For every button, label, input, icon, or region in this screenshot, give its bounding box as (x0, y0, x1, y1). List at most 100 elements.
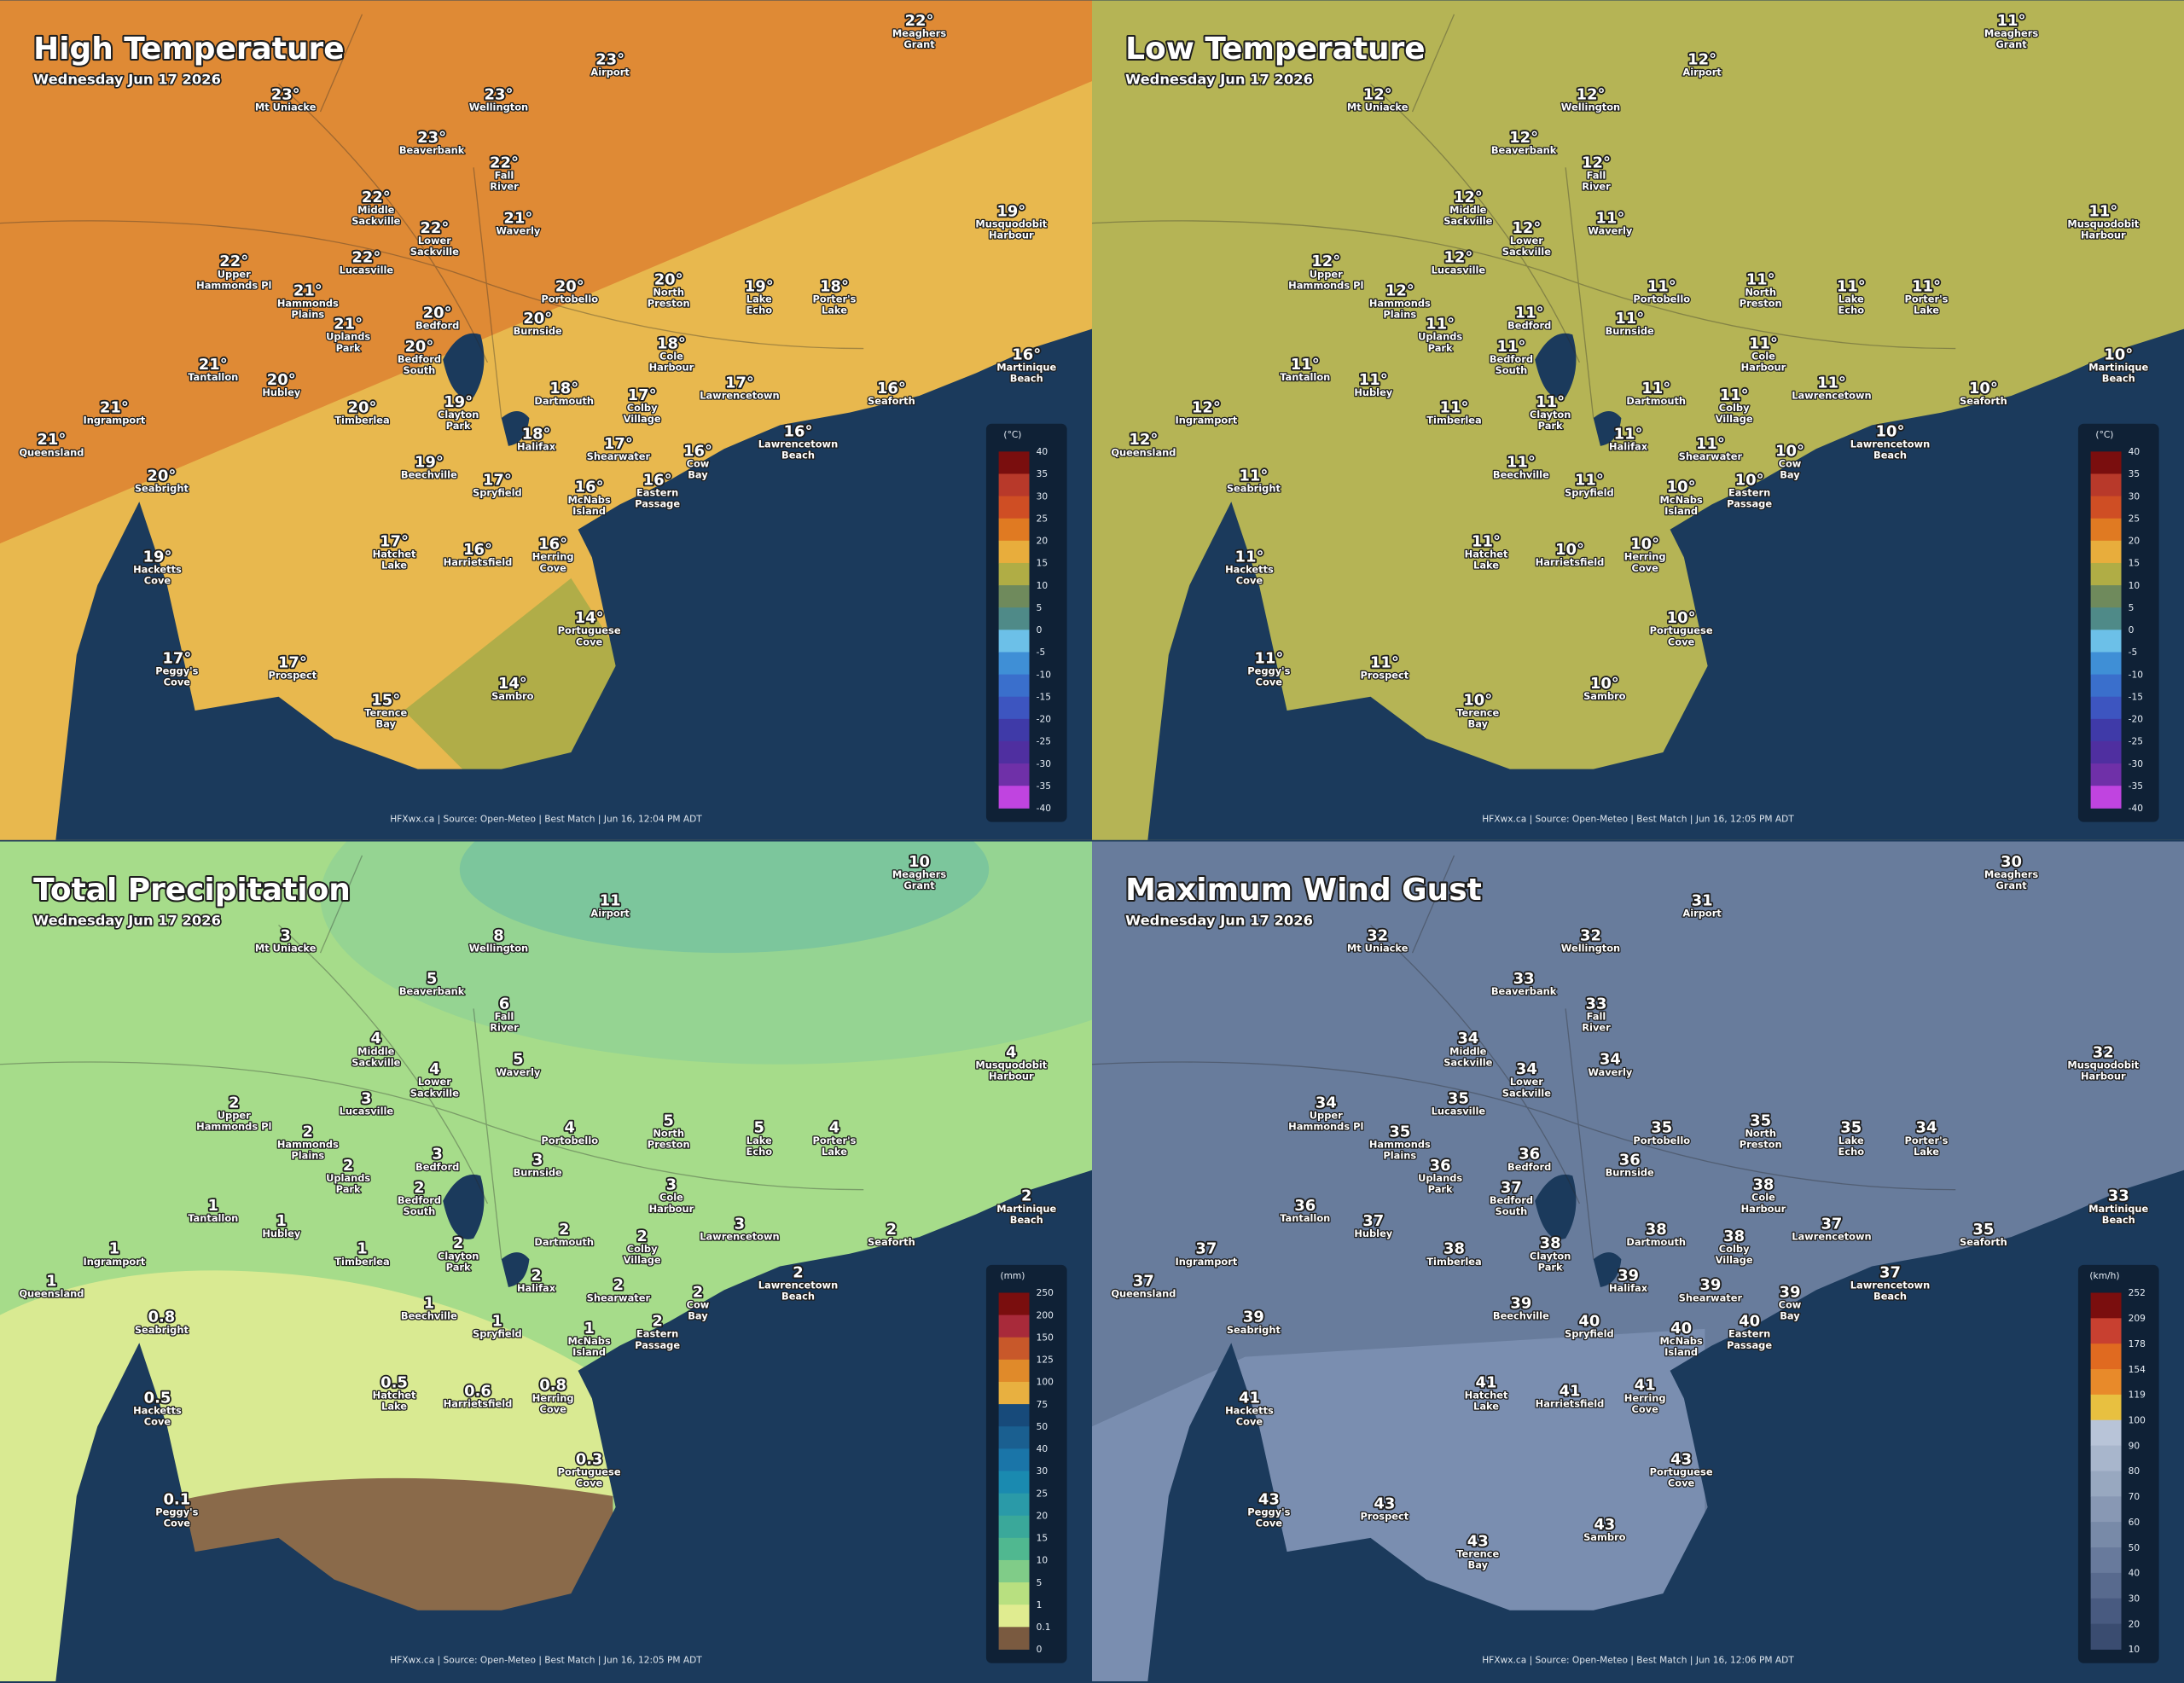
place-name: Shearwater (1679, 450, 1743, 462)
place-name: River (490, 1022, 519, 1034)
legend-swatch (998, 473, 1030, 497)
place-name: River (1582, 180, 1611, 192)
place-name: Lawrencetown (1792, 389, 1871, 401)
place-value: 2 (303, 1123, 313, 1141)
legend-swatch (998, 1605, 1030, 1628)
place-value: 19° (996, 202, 1025, 220)
place-name: Timberlea (334, 1256, 389, 1268)
place-value: 11° (1472, 532, 1501, 550)
place-name: Lucasville (1432, 1105, 1486, 1117)
place-name: Bedford (1507, 320, 1551, 332)
place-value: 12° (1509, 129, 1538, 147)
place-name: Bay (1780, 468, 1800, 480)
place-value: 2 (613, 1276, 624, 1294)
place-name: Airport (590, 67, 630, 78)
legend-label: 35 (2129, 468, 2140, 479)
place-value: 34 (1516, 1060, 1537, 1078)
place-name: Lucasville (340, 264, 394, 276)
place-name: Porter's (812, 1135, 856, 1146)
legend-swatch (2090, 1369, 2122, 1396)
place-name: Cove (164, 1518, 191, 1529)
legend-swatch (998, 630, 1030, 653)
legend-swatch (998, 674, 1030, 698)
legend-label: -5 (1037, 647, 1046, 658)
legend-swatch (2090, 1292, 2122, 1319)
place-value: 2 (531, 1267, 541, 1285)
place-name: Eastern (636, 1328, 678, 1340)
legend-label: 10 (2129, 580, 2140, 591)
place-value: 2 (229, 1094, 239, 1111)
place-value: 19° (444, 393, 473, 411)
place-name: Mt Uniacke (255, 101, 317, 113)
place-value: 43 (1670, 1450, 1692, 1468)
place-value: 10° (1590, 675, 1619, 693)
place-name: Lawrencetown (758, 1280, 838, 1291)
place-value: 41 (1560, 1382, 1581, 1400)
panel-title: Low Temperature (1125, 32, 1425, 67)
place-name: Peggy's (1247, 665, 1290, 677)
legend-label: -40 (1037, 803, 1052, 814)
place-value: 38 (1646, 1221, 1667, 1239)
place-name: Cow (1779, 457, 1802, 469)
place-name: Herring (532, 551, 574, 563)
legend-swatch (998, 496, 1030, 519)
legend-label: 40 (2129, 1568, 2140, 1579)
legend-swatch (2090, 740, 2122, 764)
legend-swatch (998, 562, 1030, 586)
place-value: 0.8 (148, 1309, 175, 1326)
place-name: Beach (781, 450, 815, 461)
place-value: 37 (1501, 1179, 1522, 1197)
place-value: 4 (371, 1030, 381, 1048)
place-name: Harrietsfield (1536, 1397, 1605, 1409)
place-value: 20° (348, 399, 377, 417)
place-value: 11° (1696, 435, 1725, 453)
legend-label: 20 (2129, 536, 2140, 547)
place-value: 16° (683, 442, 712, 460)
place-name: Colby (627, 1243, 658, 1255)
place-name: Hammonds (277, 298, 339, 310)
place-value: 30 (2001, 853, 2022, 871)
place-name: Cove (1668, 635, 1695, 647)
place-name: Sackville (410, 246, 459, 258)
place-value: 11° (1720, 386, 1749, 404)
place-name: Hatchet (1465, 548, 1508, 560)
place-name: Martinique (996, 1203, 1056, 1215)
place-name: Lower (1510, 1076, 1543, 1088)
place-name: Martinique (2088, 1203, 2148, 1215)
place-value: 11° (1536, 393, 1565, 411)
legend-label: 178 (2129, 1338, 2146, 1349)
place-value: 20° (654, 270, 683, 288)
road (0, 855, 864, 1260)
place-name: Uplands (1418, 331, 1462, 343)
place-name: Middle (1449, 1045, 1486, 1057)
place-value: 32 (1367, 926, 1388, 944)
place-name: Cole (1751, 351, 1775, 363)
place-value: 21° (503, 210, 532, 228)
place-value: 2 (636, 1227, 647, 1245)
place-value: 21° (37, 431, 66, 449)
place-name: Hacketts (1225, 563, 1274, 575)
place-name: Beaverbank (1491, 985, 1557, 997)
legend-swatch (998, 1448, 1030, 1471)
place-name: Portuguese (1650, 624, 1713, 636)
place-name: Shearwater (587, 1291, 651, 1303)
legend-swatch (998, 540, 1030, 564)
legend-label: 100 (2129, 1415, 2146, 1426)
water (1147, 328, 2184, 840)
panel-title: High Temperature (33, 32, 344, 67)
place-name: Ingramport (83, 415, 145, 427)
place-value: 11° (1641, 380, 1670, 398)
place-name: Bedford (398, 353, 441, 365)
place-name: Sackville (351, 215, 400, 227)
legend-swatch (2090, 607, 2122, 630)
place-name: North (1745, 287, 1776, 299)
place-name: Eastern (1728, 487, 1770, 499)
place-name: McNabs (1659, 494, 1703, 506)
legend-label: 119 (2129, 1390, 2146, 1401)
place-name: Bay (1468, 1559, 1489, 1571)
place-name: Musquodobit (975, 1059, 1047, 1071)
legend-label: 5 (1037, 1577, 1043, 1588)
place-value: 10° (1969, 380, 1998, 398)
water (443, 333, 530, 446)
place-value: 4 (429, 1060, 439, 1078)
